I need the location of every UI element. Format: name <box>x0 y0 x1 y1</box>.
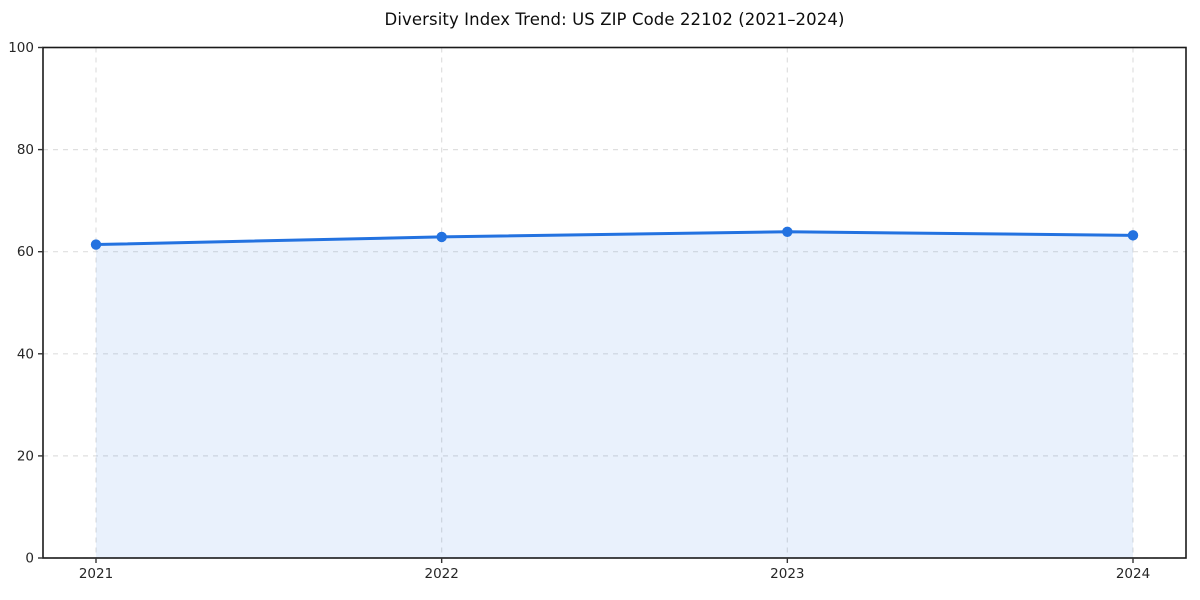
data-point <box>782 226 793 237</box>
chart-title: Diversity Index Trend: US ZIP Code 22102… <box>384 10 845 29</box>
y-tick-label: 60 <box>17 244 34 260</box>
y-tick-label: 40 <box>17 346 34 362</box>
plot-border <box>42 46 1187 559</box>
y-tick-label: 0 <box>25 550 34 566</box>
data-point <box>436 231 447 243</box>
trend-line <box>94 230 1135 247</box>
x-tick-label: 2021 <box>79 566 113 582</box>
area-fill <box>96 231 1133 558</box>
y-tick-label: 100 <box>8 40 34 56</box>
x-tick-label: 2023 <box>770 566 804 582</box>
data-point <box>90 239 102 250</box>
x-tick-label: 2022 <box>424 566 458 582</box>
data-point <box>1127 230 1139 241</box>
y-tick-label: 80 <box>17 142 34 158</box>
y-tick-label: 20 <box>17 448 34 464</box>
x-tick-label: 2024 <box>1116 566 1150 582</box>
